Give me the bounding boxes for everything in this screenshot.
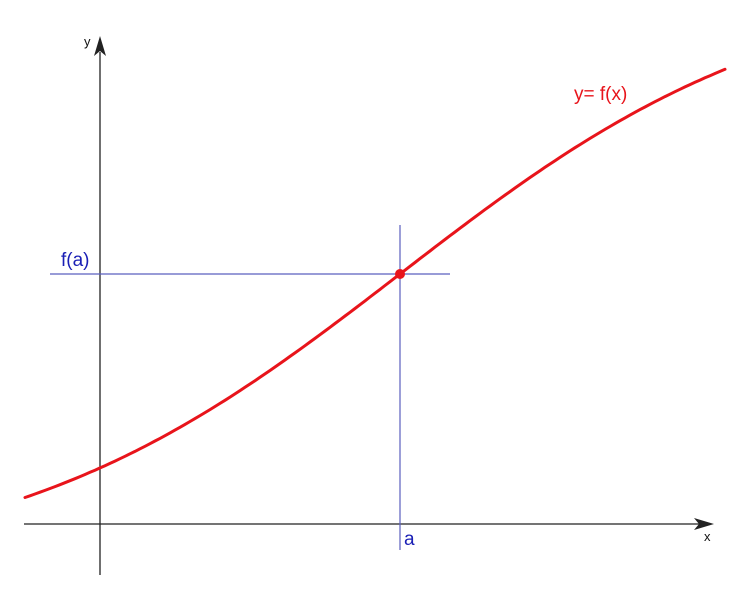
point-y-label: f(a) (61, 250, 90, 271)
x-axis-arrowhead-icon (694, 518, 714, 530)
curve-label: y= f(x) (574, 84, 627, 105)
function-curve (23, 67, 727, 499)
axes (24, 36, 714, 575)
guide-lines (50, 225, 450, 550)
point-a-fa (395, 269, 405, 279)
point-x-label: a (404, 529, 415, 550)
y-axis-label: y (84, 34, 91, 49)
x-axis-label: x (704, 529, 711, 544)
y-axis-arrowhead-icon (94, 36, 106, 56)
